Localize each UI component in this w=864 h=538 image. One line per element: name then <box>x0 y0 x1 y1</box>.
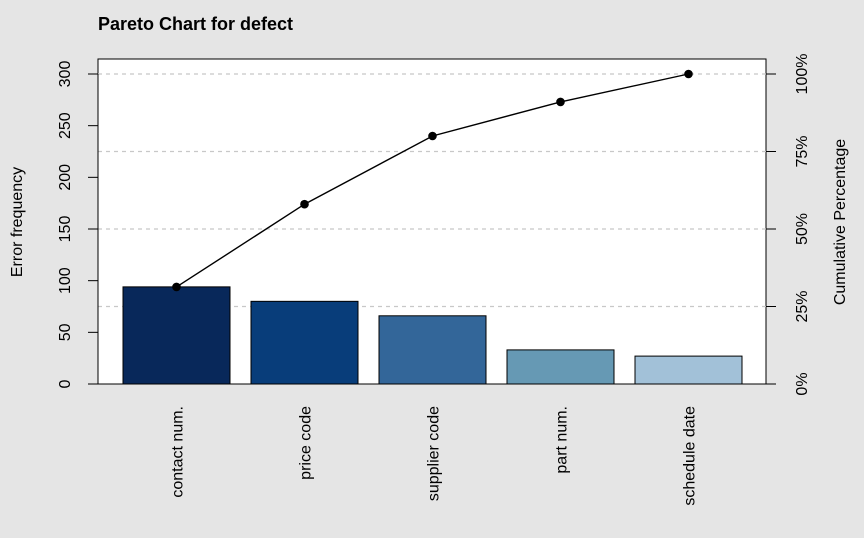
left-tick-label: 100 <box>57 267 74 294</box>
bar <box>378 315 487 385</box>
bars <box>122 286 743 385</box>
right-tick-label: 75% <box>794 135 811 167</box>
right-tick-label: 50% <box>794 213 811 245</box>
bar <box>250 300 359 385</box>
category-label: supplier code <box>426 406 443 501</box>
bar <box>122 286 231 385</box>
category-label: part num. <box>554 406 571 474</box>
category-label: price code <box>298 406 315 480</box>
bar <box>506 349 615 385</box>
cumulative-point <box>172 282 181 292</box>
left-tick-label: 300 <box>57 61 74 88</box>
left-tick-label: 0 <box>57 379 74 388</box>
right-tick-label: 25% <box>794 290 811 322</box>
cumulative-point <box>428 131 437 141</box>
cumulative-point <box>684 69 693 79</box>
chart-title: Pareto Chart for defect <box>98 14 293 34</box>
category-label: contact num. <box>170 406 187 498</box>
right-tick-label: 0% <box>794 372 811 395</box>
left-tick-label: 250 <box>57 112 74 139</box>
right-tick-label: 100% <box>794 54 811 95</box>
left-tick-label: 200 <box>57 164 74 191</box>
right-axis: 0% 25% 50% 75% 100% <box>766 54 811 396</box>
category-labels: contact num. price code supplier code part … <box>170 406 699 506</box>
y-axis-title: Error frequency <box>9 167 26 277</box>
bar <box>634 355 743 385</box>
left-tick-label: 150 <box>57 216 74 243</box>
left-tick-label: 50 <box>57 323 74 341</box>
cumulative-line <box>172 69 693 292</box>
cumulative-point <box>556 97 565 107</box>
cumulative-point <box>300 199 309 209</box>
y-axis-right-title: Cumulative Percentage <box>832 139 849 305</box>
category-label: schedule date <box>682 406 699 506</box>
left-axis: 0 50 100 150 200 250 300 <box>57 61 99 388</box>
